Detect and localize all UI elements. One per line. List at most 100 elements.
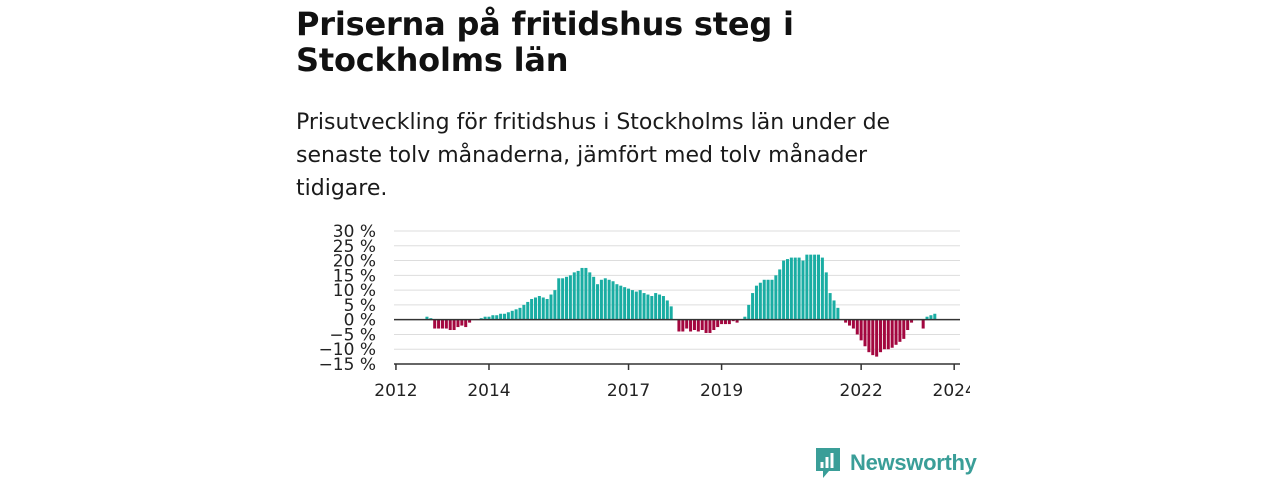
bar-chart: 30 %25 %20 %15 %10 %5 %0 %−5 %−10 %−15 %… (319, 222, 970, 401)
y-tick-label: −15 % (319, 355, 376, 375)
x-tick-label: 2014 (467, 381, 510, 401)
bar (526, 301, 530, 320)
bar (468, 319, 472, 323)
bar (778, 269, 782, 320)
bar (929, 315, 933, 320)
bar (762, 279, 766, 320)
bar (584, 267, 588, 320)
bar (518, 307, 522, 320)
bar (502, 313, 506, 320)
bar (727, 319, 731, 325)
bar (828, 293, 832, 320)
bar (650, 296, 654, 320)
bar (933, 313, 937, 320)
bar (689, 319, 693, 332)
bar (723, 319, 727, 325)
bar (681, 319, 685, 332)
bar (627, 288, 631, 320)
bar (669, 306, 673, 320)
bar (712, 319, 716, 331)
bar (592, 276, 596, 320)
bar (425, 316, 429, 320)
bar (735, 319, 739, 323)
bar (464, 319, 468, 328)
bar (487, 316, 491, 320)
bar (557, 278, 561, 320)
bar (661, 296, 665, 320)
bar (813, 254, 817, 320)
chart-subtitle: Prisutveckling för fritidshus i Stockhol… (296, 110, 891, 201)
bar (634, 291, 638, 320)
bar (708, 319, 712, 333)
bar (851, 319, 855, 329)
bar (483, 316, 487, 320)
bar (879, 319, 883, 353)
bar (642, 293, 646, 320)
bar (704, 319, 708, 333)
bar (925, 316, 929, 320)
bar (638, 290, 642, 320)
bar (801, 260, 805, 320)
bar (766, 279, 770, 320)
bar (514, 309, 518, 320)
bar (863, 319, 867, 347)
bar (921, 319, 925, 329)
bar (541, 297, 545, 320)
bar (561, 278, 565, 320)
bar (774, 275, 778, 320)
bar (770, 279, 774, 320)
bar (506, 312, 510, 320)
bar (599, 279, 603, 320)
bar (754, 285, 758, 320)
chart-title: Priserna på fritidshus steg i Stockholms… (296, 5, 794, 79)
bar (630, 290, 634, 320)
bar (797, 257, 801, 320)
bar (545, 298, 549, 320)
bar (747, 304, 751, 320)
bar (758, 282, 762, 320)
bar (789, 257, 793, 320)
bar (882, 319, 886, 350)
bar (871, 319, 875, 356)
bar (565, 276, 569, 320)
bar (499, 313, 503, 320)
bar (440, 319, 444, 329)
bar (867, 319, 871, 353)
bar (537, 296, 541, 320)
bar (809, 254, 813, 320)
bar (685, 319, 689, 329)
bar (576, 270, 580, 320)
x-tick-label: 2012 (374, 381, 417, 401)
bar (596, 284, 600, 320)
bar (522, 304, 526, 320)
bar (491, 315, 495, 320)
bar (816, 254, 821, 320)
y-tick-label: 0 % (344, 311, 376, 331)
bar (665, 300, 669, 320)
y-tick-label: 30 % (333, 222, 376, 242)
y-tick-label: 20 % (333, 252, 376, 272)
bar (572, 272, 576, 320)
bar (700, 319, 704, 331)
bar (894, 319, 898, 345)
bar (677, 319, 681, 332)
bar (875, 319, 879, 357)
bar (785, 259, 789, 320)
bar (832, 300, 836, 320)
bar (553, 290, 557, 320)
bar (588, 272, 592, 320)
bar (448, 319, 452, 331)
y-tick-label: 15 % (333, 266, 376, 286)
bar (820, 257, 824, 320)
x-tick-label: 2019 (700, 381, 743, 401)
x-tick-label: 2024 (933, 381, 970, 401)
bar (886, 319, 890, 350)
bar (452, 319, 456, 331)
bar (510, 310, 514, 320)
bar (902, 319, 906, 339)
brand-name: Newsworthy (850, 450, 977, 475)
bar (906, 319, 910, 331)
bar (615, 284, 619, 320)
bar (716, 319, 720, 328)
bar (782, 260, 786, 320)
